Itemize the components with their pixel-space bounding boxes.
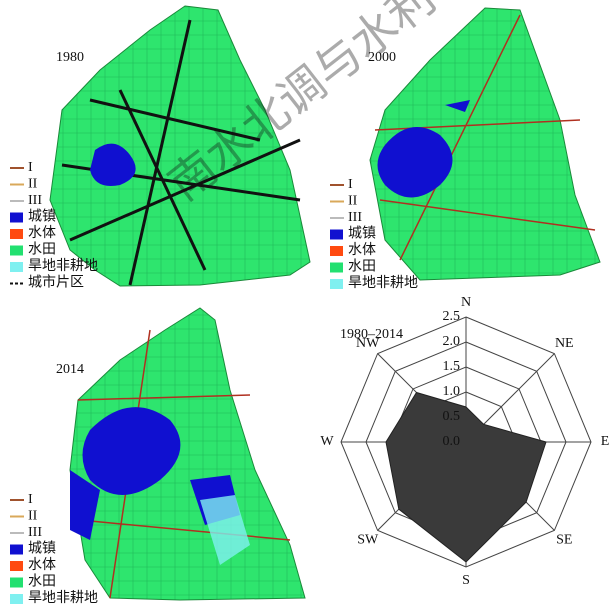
legend-label: 水体: [28, 557, 56, 573]
legend-label: III: [28, 193, 42, 208]
legend-label: II: [348, 194, 358, 209]
legend-swatch: [10, 561, 23, 571]
r-tick-label: 2.5: [443, 309, 461, 324]
legend-label: 水田: [28, 242, 56, 258]
direction-label: E: [601, 434, 610, 449]
r-tick-label: 1.5: [443, 359, 461, 374]
map-2000: [370, 8, 600, 280]
r-tick-label: 2.0: [443, 334, 461, 349]
legend-swatch: [330, 246, 343, 256]
legend-label: III: [348, 210, 362, 225]
legend-label: I: [348, 177, 353, 192]
legend-label: 城镇: [28, 541, 56, 557]
direction-label: N: [461, 295, 471, 310]
r-tick-label: 0.5: [443, 409, 461, 424]
legend-label: II: [28, 177, 38, 192]
legend-label: I: [28, 492, 33, 507]
r-tick-label: 1.0: [443, 384, 461, 399]
legend-label: I: [28, 160, 33, 175]
legend-label: 水田: [348, 259, 376, 275]
legend-label: III: [28, 525, 42, 540]
legend-label: 城镇: [348, 226, 376, 242]
r-tick-label: 0.0: [443, 434, 461, 449]
legend-swatch: [10, 262, 23, 272]
legend-label: 城镇: [28, 209, 56, 225]
legend-label: 城市片区: [28, 274, 84, 291]
legend-label: 旱地非耕地: [348, 274, 418, 291]
legend-label: II: [28, 509, 38, 524]
legend-swatch: [330, 230, 343, 240]
legend-swatch: [10, 246, 23, 256]
legend-label: 水体: [348, 242, 376, 258]
radar-area: [386, 393, 546, 562]
legend-label: 水田: [28, 574, 56, 590]
direction-label: NE: [555, 336, 574, 351]
map-2014: [70, 308, 305, 600]
map-year: 2014: [56, 362, 84, 377]
legend-swatch: [10, 578, 23, 588]
legend-label: 旱地非耕地: [28, 257, 98, 274]
legend-swatch: [10, 594, 23, 604]
legend-swatch: [10, 545, 23, 555]
legend-label: 水体: [28, 225, 56, 241]
map-year: 2000: [368, 50, 396, 65]
figure: 南水北调与水利 1980IIIIII城镇水体水田旱地非耕地城市片区2000III…: [0, 0, 611, 607]
legend-label: 旱地非耕地: [28, 589, 98, 606]
legend-swatch: [330, 263, 343, 273]
page: 南水北调与水利 1980IIIIII城镇水体水田旱地非耕地城市片区2000III…: [0, 0, 611, 607]
direction-label: W: [320, 434, 334, 449]
map-year: 1980: [56, 50, 84, 65]
legend-swatch: [330, 279, 343, 289]
direction-label: SE: [556, 533, 572, 548]
direction-label: S: [462, 573, 470, 588]
legend-swatch: [10, 213, 23, 223]
direction-label: SW: [357, 533, 379, 548]
chart-title: 1980–2014: [340, 327, 403, 342]
legend-swatch: [10, 229, 23, 239]
